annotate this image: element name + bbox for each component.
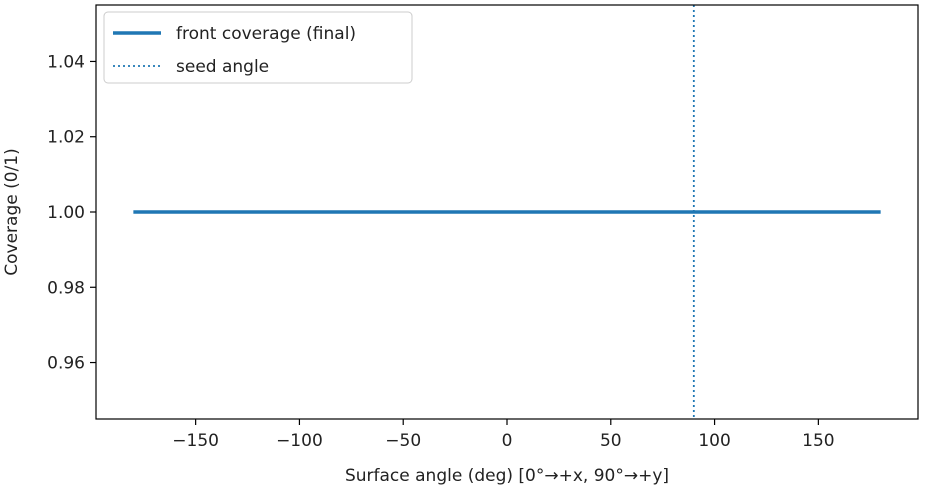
legend-label-front-coverage: front coverage (final) <box>176 24 356 44</box>
y-axis-title: Coverage (0/1) <box>2 148 22 275</box>
x-tick-label: 150 <box>802 431 834 451</box>
legend-box <box>103 11 413 84</box>
x-tick-label: 50 <box>600 431 622 451</box>
y-axis: 0.96 0.98 1.00 1.02 1.04 <box>47 52 96 374</box>
x-axis: −150 −100 −50 0 50 100 150 <box>172 419 835 451</box>
y-tick-label: 1.00 <box>47 203 85 223</box>
legend-label-seed-angle: seed angle <box>176 57 269 77</box>
x-tick-label: −150 <box>172 431 219 451</box>
plot-lines <box>133 5 881 419</box>
x-tick-label: 0 <box>502 431 513 451</box>
x-tick-label: −50 <box>385 431 421 451</box>
y-tick-label: 1.04 <box>47 52 85 72</box>
legend: front coverage (final) seed angle <box>103 11 413 84</box>
y-tick-label: 0.96 <box>47 354 85 374</box>
x-tick-label: 100 <box>698 431 730 451</box>
x-axis-title: Surface angle (deg) [0°→+x, 90°→+y] <box>345 466 669 486</box>
y-tick-label: 1.02 <box>47 128 85 148</box>
y-tick-label: 0.98 <box>47 278 85 298</box>
x-tick-label: −100 <box>276 431 323 451</box>
